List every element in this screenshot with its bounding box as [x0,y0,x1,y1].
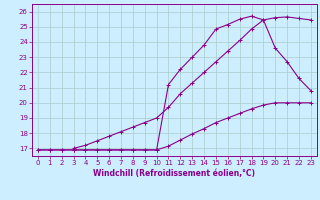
X-axis label: Windchill (Refroidissement éolien,°C): Windchill (Refroidissement éolien,°C) [93,169,255,178]
